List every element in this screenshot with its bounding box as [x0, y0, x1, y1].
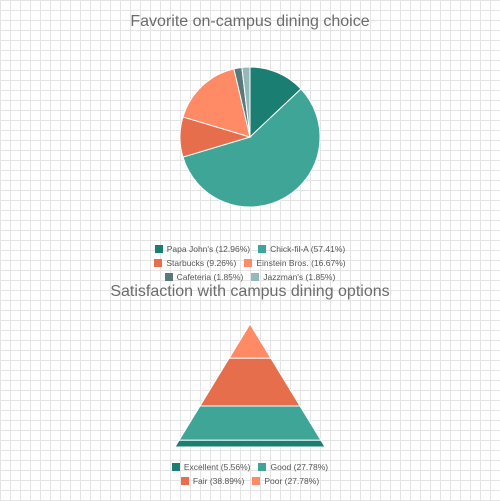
- legend-label: Papa John's (12.96%): [166, 244, 251, 254]
- pie-slice-jazzman-s[interactable]: [241, 66, 251, 138]
- pie-chart-title: Favorite on-campus dining choice: [130, 13, 370, 30]
- legend-label: Cafeteria (1.85%): [176, 272, 244, 282]
- pie-slice-papa-john-s[interactable]: [249, 66, 302, 139]
- legend-item-poor[interactable]: Poor (27.78%): [252, 476, 319, 486]
- legend-swatch: [251, 273, 260, 281]
- pyramid-legend: Excellent (5.56%) Good (27.78%) Fair (38.8…: [0, 462, 500, 486]
- legend-item-einstein-bros[interactable]: Einstein Bros. (16.67%): [244, 258, 346, 268]
- pie-slice-chick-fil-a[interactable]: [182, 88, 321, 208]
- legend-label: Einstein Bros. (16.67%): [256, 258, 346, 268]
- legend-swatch: [258, 245, 267, 253]
- legend-swatch: [171, 463, 180, 471]
- legend-item-jazzman-s[interactable]: Jazzman's (1.85%): [251, 272, 335, 282]
- legend-item-excellent[interactable]: Excellent (5.56%): [171, 462, 251, 472]
- pie-slice-einstein-bros[interactable]: [182, 68, 251, 138]
- pyramid-chart-title: Satisfaction with campus dining options: [110, 283, 390, 300]
- legend-item-cafeteria[interactable]: Cafeteria (1.85%): [164, 272, 244, 282]
- pie-legend: Papa John's (12.96%) Chick-fil-A (57.41%)…: [0, 244, 500, 282]
- pyramid-segment-good[interactable]: [178, 405, 322, 441]
- legend-item-papa-john-s[interactable]: Papa John's (12.96%): [154, 244, 251, 254]
- legend-item-starbucks[interactable]: Starbucks (9.26%): [154, 258, 236, 268]
- legend-label: Starbucks (9.26%): [166, 258, 237, 268]
- legend-label: Chick-fil-A (57.41%): [270, 244, 346, 254]
- legend-swatch: [244, 259, 253, 267]
- legend-item-fair[interactable]: Fair (38.89%): [180, 476, 245, 486]
- legend-label: Poor (27.78%): [264, 476, 320, 486]
- pyramid-segment-poor[interactable]: [228, 323, 272, 359]
- legend-swatch: [180, 477, 189, 485]
- pyramid-segment-excellent[interactable]: [174, 439, 326, 448]
- legend-item-chick-fil-a[interactable]: Chick-fil-A (57.41%): [258, 244, 345, 254]
- legend-swatch: [164, 273, 173, 281]
- legend-swatch: [154, 259, 163, 267]
- legend-label: Jazzman's (1.85%): [263, 272, 336, 282]
- legend-item-good[interactable]: Good (27.78%): [258, 462, 328, 472]
- legend-swatch: [154, 245, 163, 253]
- legend-label: Fair (38.89%): [192, 476, 245, 486]
- legend-swatch: [258, 463, 267, 471]
- legend-label: Good (27.78%): [270, 462, 329, 472]
- legend-swatch: [252, 477, 261, 485]
- pyramid-segment-fair[interactable]: [199, 357, 301, 407]
- legend-label: Excellent (5.56%): [183, 462, 251, 472]
